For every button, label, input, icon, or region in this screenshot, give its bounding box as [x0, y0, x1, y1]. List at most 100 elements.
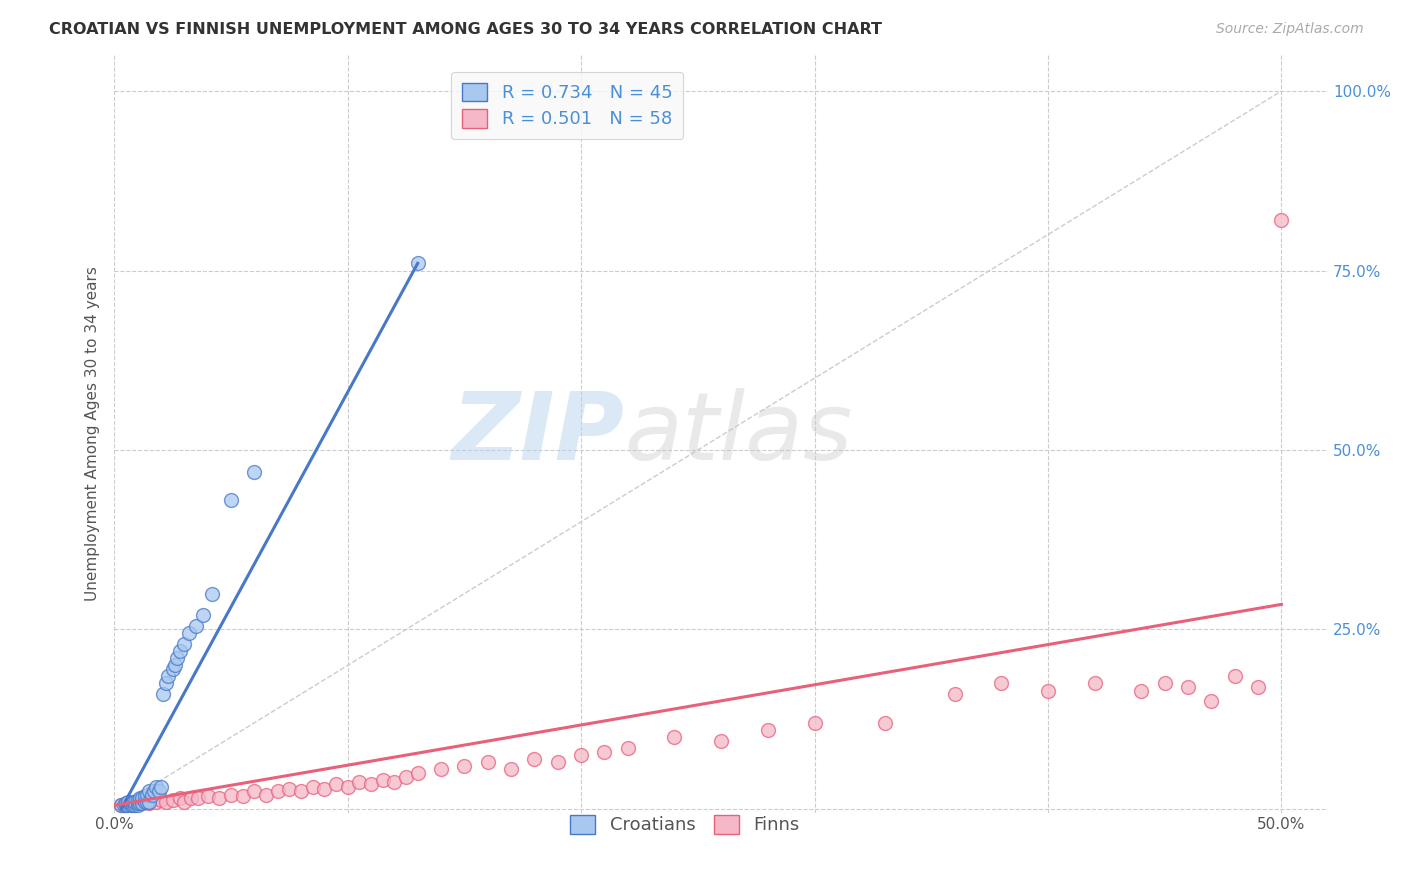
Point	[254, 788, 277, 802]
Y-axis label: Unemployment Among Ages 30 to 34 years: Unemployment Among Ages 30 to 34 years	[86, 267, 100, 601]
Point	[360, 777, 382, 791]
Point	[499, 763, 522, 777]
Point	[1201, 694, 1223, 708]
Point	[156, 669, 179, 683]
Point	[127, 793, 149, 807]
Point	[145, 795, 167, 809]
Point	[301, 780, 323, 795]
Point	[336, 780, 359, 795]
Point	[430, 763, 453, 777]
Point	[523, 752, 546, 766]
Point	[593, 745, 616, 759]
Point	[219, 788, 242, 802]
Point	[1223, 669, 1246, 683]
Point	[149, 780, 172, 795]
Point	[117, 798, 139, 813]
Point	[710, 733, 733, 747]
Point	[135, 795, 157, 809]
Point	[127, 796, 149, 810]
Point	[1177, 680, 1199, 694]
Point	[873, 715, 896, 730]
Point	[1084, 676, 1107, 690]
Point	[138, 795, 160, 809]
Point	[166, 651, 188, 665]
Point	[162, 662, 184, 676]
Point	[266, 784, 288, 798]
Point	[382, 774, 405, 789]
Point	[349, 774, 371, 789]
Point	[1153, 676, 1175, 690]
Point	[314, 781, 336, 796]
Point	[1036, 683, 1059, 698]
Point	[278, 781, 301, 796]
Point	[191, 608, 214, 623]
Point	[617, 741, 640, 756]
Point	[243, 465, 266, 479]
Point	[162, 793, 184, 807]
Text: Source: ZipAtlas.com: Source: ZipAtlas.com	[1216, 22, 1364, 37]
Point	[1270, 213, 1292, 227]
Point	[943, 687, 966, 701]
Legend: Croatians, Finns: Croatians, Finns	[560, 805, 810, 846]
Point	[128, 796, 150, 810]
Point	[131, 795, 153, 809]
Point	[1247, 680, 1270, 694]
Point	[110, 798, 132, 813]
Point	[169, 644, 191, 658]
Point	[219, 493, 242, 508]
Point	[155, 795, 177, 809]
Point	[120, 798, 142, 813]
Point	[453, 759, 475, 773]
Point	[290, 784, 312, 798]
Point	[756, 723, 779, 737]
Point	[131, 796, 153, 810]
Point	[187, 791, 209, 805]
Point	[395, 770, 418, 784]
Point	[173, 637, 195, 651]
Point	[155, 676, 177, 690]
Point	[112, 798, 135, 813]
Point	[121, 798, 143, 813]
Point	[142, 784, 165, 798]
Point	[121, 795, 143, 809]
Text: ZIP: ZIP	[451, 388, 624, 480]
Point	[134, 795, 156, 809]
Point	[110, 798, 132, 813]
Point	[371, 773, 394, 788]
Point	[131, 791, 153, 805]
Point	[124, 798, 146, 813]
Point	[134, 789, 156, 803]
Point	[243, 784, 266, 798]
Point	[115, 798, 138, 813]
Point	[141, 788, 163, 802]
Point	[201, 586, 224, 600]
Point	[149, 793, 172, 807]
Point	[547, 756, 569, 770]
Point	[145, 780, 167, 795]
Point	[325, 777, 347, 791]
Point	[184, 619, 207, 633]
Point	[148, 784, 170, 798]
Point	[152, 687, 174, 701]
Point	[124, 795, 146, 809]
Point	[135, 788, 157, 802]
Text: CROATIAN VS FINNISH UNEMPLOYMENT AMONG AGES 30 TO 34 YEARS CORRELATION CHART: CROATIAN VS FINNISH UNEMPLOYMENT AMONG A…	[49, 22, 882, 37]
Point	[477, 756, 499, 770]
Point	[177, 626, 200, 640]
Point	[1130, 683, 1153, 698]
Point	[180, 791, 202, 805]
Point	[406, 256, 429, 270]
Point	[803, 715, 825, 730]
Text: atlas: atlas	[624, 388, 852, 479]
Point	[990, 676, 1012, 690]
Point	[115, 796, 138, 810]
Point	[138, 784, 160, 798]
Point	[128, 791, 150, 805]
Point	[173, 795, 195, 809]
Point	[664, 730, 686, 744]
Point	[406, 766, 429, 780]
Point	[117, 795, 139, 809]
Point	[120, 796, 142, 810]
Point	[138, 796, 160, 810]
Point	[115, 798, 138, 813]
